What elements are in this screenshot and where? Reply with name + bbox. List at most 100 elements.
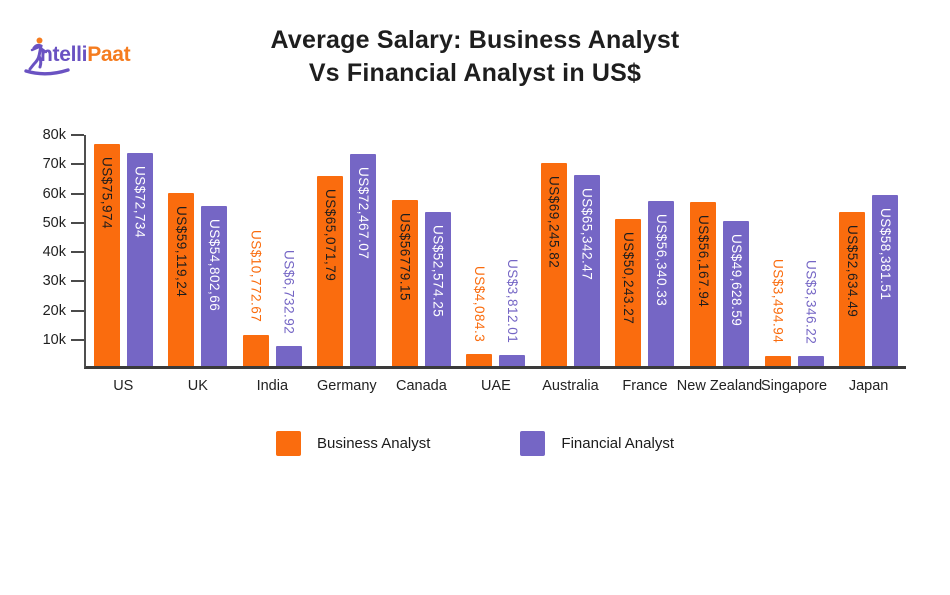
x-axis-label: India: [256, 378, 289, 394]
bar-value-label: US$6,732.92: [281, 250, 297, 335]
logo-wordmark-ntelli: ntelli: [40, 43, 88, 66]
bar-value-label: US$58,381.51: [877, 208, 893, 301]
business-analyst-bar: [168, 193, 195, 366]
legend-label: Financial Analyst: [561, 435, 674, 452]
bar-group-canada: US$56779.15 US$52,574.25 Canada: [391, 135, 451, 394]
y-tick-mark: [71, 163, 84, 166]
y-tick-mark: [71, 338, 84, 341]
x-axis-label: Singapore: [760, 378, 828, 394]
bar-column: US$58,381.51: [872, 135, 899, 366]
legend-item-business-analyst: Business Analyst: [276, 431, 430, 456]
bar-column: US$75,974: [93, 135, 120, 366]
x-axis-label: UK: [187, 378, 208, 394]
bar-group-us: US$75,974 US$72,734 US: [93, 135, 153, 394]
logo-figure-icon: [24, 37, 70, 76]
business-analyst-bar: [540, 163, 567, 366]
y-tick-label: 20k: [42, 302, 66, 319]
bar-group-japan: US$52,634.49 US$58,381.51 Japan: [839, 135, 899, 394]
y-tick-label: 80k: [42, 127, 66, 143]
bar-value-label: US$10,772.67: [248, 230, 264, 323]
y-tick-mark: [71, 280, 84, 283]
y-tick-label: 50k: [42, 214, 66, 231]
financial-analyst-bar: [350, 154, 377, 366]
bar-column: US$65,071,79: [317, 135, 344, 366]
business-analyst-bar: [764, 355, 791, 366]
bar-column: US$52,574.25: [424, 135, 451, 366]
chart-title-line2: Vs Financial Analyst in US$: [308, 58, 642, 87]
y-tick-mark: [71, 309, 84, 312]
bar-value-label: US$56,340.33: [654, 214, 670, 307]
bar-value-label: US$3,494.94: [770, 259, 786, 344]
bar-column: US$3,494.94: [764, 135, 791, 366]
bar-column: US$54,802,66: [201, 135, 228, 366]
x-axis-label: New Zealand: [676, 378, 763, 394]
business-analyst-bar: [242, 334, 269, 366]
y-tick-mark: [71, 134, 84, 136]
financial-analyst-bar: [648, 201, 675, 366]
bar-column: US$56779.15: [391, 135, 418, 366]
y-tick-label: 30k: [42, 273, 66, 290]
y-tick-label: 40k: [42, 244, 66, 260]
bar-group-uae: US$4,084.3 US$3,812.01 UAE: [466, 135, 526, 394]
financial-analyst-bar: [723, 220, 750, 366]
bar-column: US$56,340.33: [648, 135, 675, 366]
bar-column: US$3,346.22: [797, 135, 824, 366]
x-axis-label: US: [113, 378, 134, 394]
financial-analyst-swatch-icon: [520, 431, 546, 456]
bar-value-label: US$4,084.3: [472, 265, 488, 343]
bar-value-label: US$3,812.01: [505, 258, 521, 343]
business-analyst-bar: [93, 143, 120, 366]
bar-group-germany: US$65,071,79 US$72,467.07 Germany: [317, 135, 377, 394]
chart-title-line1: Average Salary: Business Analyst: [270, 26, 680, 54]
x-axis-label: France: [622, 378, 668, 394]
business-analyst-bar: [317, 175, 344, 366]
business-analyst-bar: [690, 201, 717, 366]
bar-group-australia: US$69,245.82 US$65,342.47 Australia: [540, 135, 600, 394]
bar-value-label: US$52,574.25: [430, 225, 446, 318]
bar-value-label: US$69,245.82: [546, 176, 562, 269]
bar-group-france: US$50,243.27 US$56,340.33 France: [615, 135, 675, 394]
plot-area: US$75,974 US$72,734 US US$59,119,24 US$54,80…: [84, 135, 906, 394]
financial-analyst-bar: [499, 354, 526, 366]
business-analyst-bar: [839, 212, 866, 366]
bar-value-label: US$3,346.22: [803, 259, 819, 345]
bar-value-label: US$56,167.94: [695, 214, 711, 308]
bar-group-singapore: US$3,494.94 US$3,346.22 Singapore: [761, 135, 827, 394]
chart-legend: Business Analyst Financial Analyst: [0, 431, 950, 456]
bar-value-label: US$72,734: [132, 166, 148, 239]
financial-analyst-bar: [275, 346, 302, 366]
y-tick-label: 60k: [42, 185, 66, 202]
financial-analyst-bar: [126, 153, 153, 366]
x-axis-label: Australia: [542, 378, 599, 394]
bar-column: US$56,167.94: [690, 135, 717, 366]
bar-value-label: US$49,628.59: [728, 233, 744, 327]
financial-analyst-bar: [872, 195, 899, 366]
y-tick-mark: [71, 221, 84, 224]
x-axis-label: UAE: [481, 378, 511, 394]
logo-wordmark: ntelliPaat: [40, 43, 131, 67]
bar-value-label: US$59,119,24: [174, 206, 190, 298]
bar-column: US$72,467.07: [350, 135, 377, 366]
chart-title: Average Salary: Business Analyst Vs Fina…: [0, 24, 950, 89]
bar-value-label: US$52,634.49: [844, 225, 860, 318]
bar-value-label: US$75,974: [99, 156, 115, 229]
bar-column: US$3,812.01: [499, 135, 526, 366]
intellipaat-logo: ntelliPaat: [24, 34, 154, 80]
bar-column: US$65,342.47: [573, 135, 600, 366]
bar-column: US$69,245.82: [540, 135, 567, 366]
bar-column: US$6,732.92: [275, 135, 302, 366]
financial-analyst-bar: [424, 212, 451, 366]
bar-column: US$50,243.27: [615, 135, 642, 366]
bar-value-label: US$56779.15: [397, 212, 413, 301]
bar-column: US$72,734: [126, 135, 153, 366]
bar-column: US$49,628.59: [723, 135, 750, 366]
x-axis-label: Japan: [848, 378, 889, 394]
bar-value-label: US$72,467.07: [356, 167, 372, 260]
legend-item-financial-analyst: Financial Analyst: [520, 431, 674, 456]
y-tick-mark: [71, 251, 84, 253]
y-tick-label: 70k: [42, 156, 66, 173]
financial-analyst-bar: [201, 205, 228, 366]
financial-analyst-bar: [573, 174, 600, 366]
bar-value-label: US$65,071,79: [323, 188, 339, 281]
bar-group-india: US$10,772.67 US$6,732.92 India: [242, 135, 302, 394]
